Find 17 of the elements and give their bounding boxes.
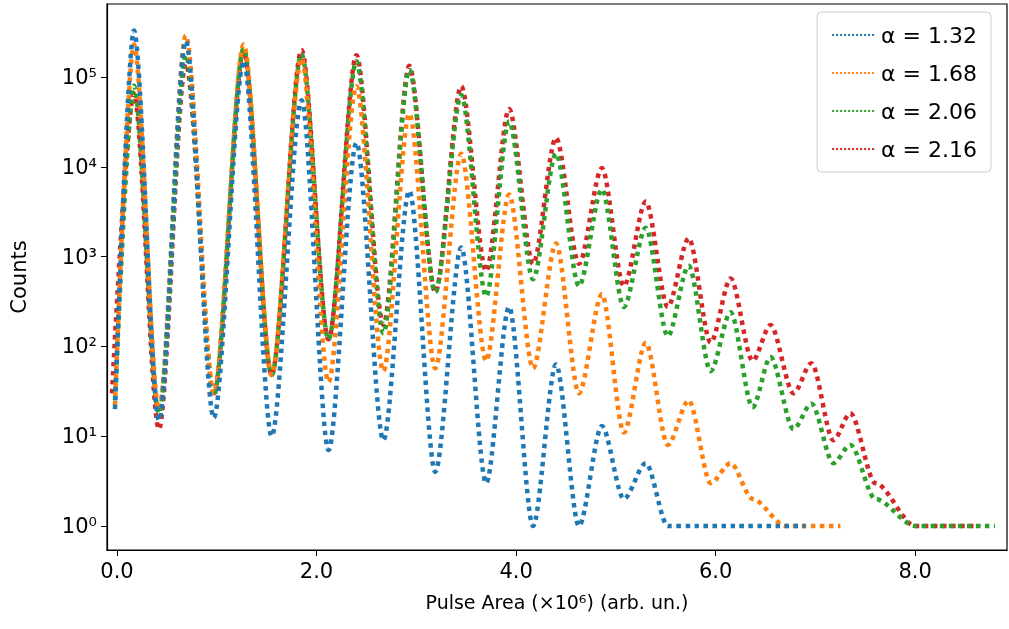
x-tick-label: 6.0 xyxy=(698,558,733,583)
legend-label: α = 2.06 xyxy=(881,98,977,124)
y-tick-label: 10⁰ xyxy=(61,513,97,538)
y-axis-title: Counts xyxy=(6,240,31,314)
x-tick-label: 4.0 xyxy=(499,558,533,583)
y-tick-label: 10⁴ xyxy=(61,154,97,179)
y-tick-label: 10¹ xyxy=(61,424,97,449)
x-axis-title: Pulse Area (×10⁶) (arb. un.) xyxy=(425,590,689,613)
legend-label: α = 1.32 xyxy=(881,22,977,48)
legend-label: α = 1.68 xyxy=(881,60,977,86)
x-tick-label: 0.0 xyxy=(100,558,134,583)
y-tick-label: 10² xyxy=(61,334,97,359)
legend-label: α = 2.16 xyxy=(881,136,977,162)
y-tick-label: 10³ xyxy=(61,244,97,269)
y-tick-label: 10⁵ xyxy=(61,65,97,89)
x-tick-label: 2.0 xyxy=(299,558,334,583)
x-tick-label: 8.0 xyxy=(898,558,932,583)
